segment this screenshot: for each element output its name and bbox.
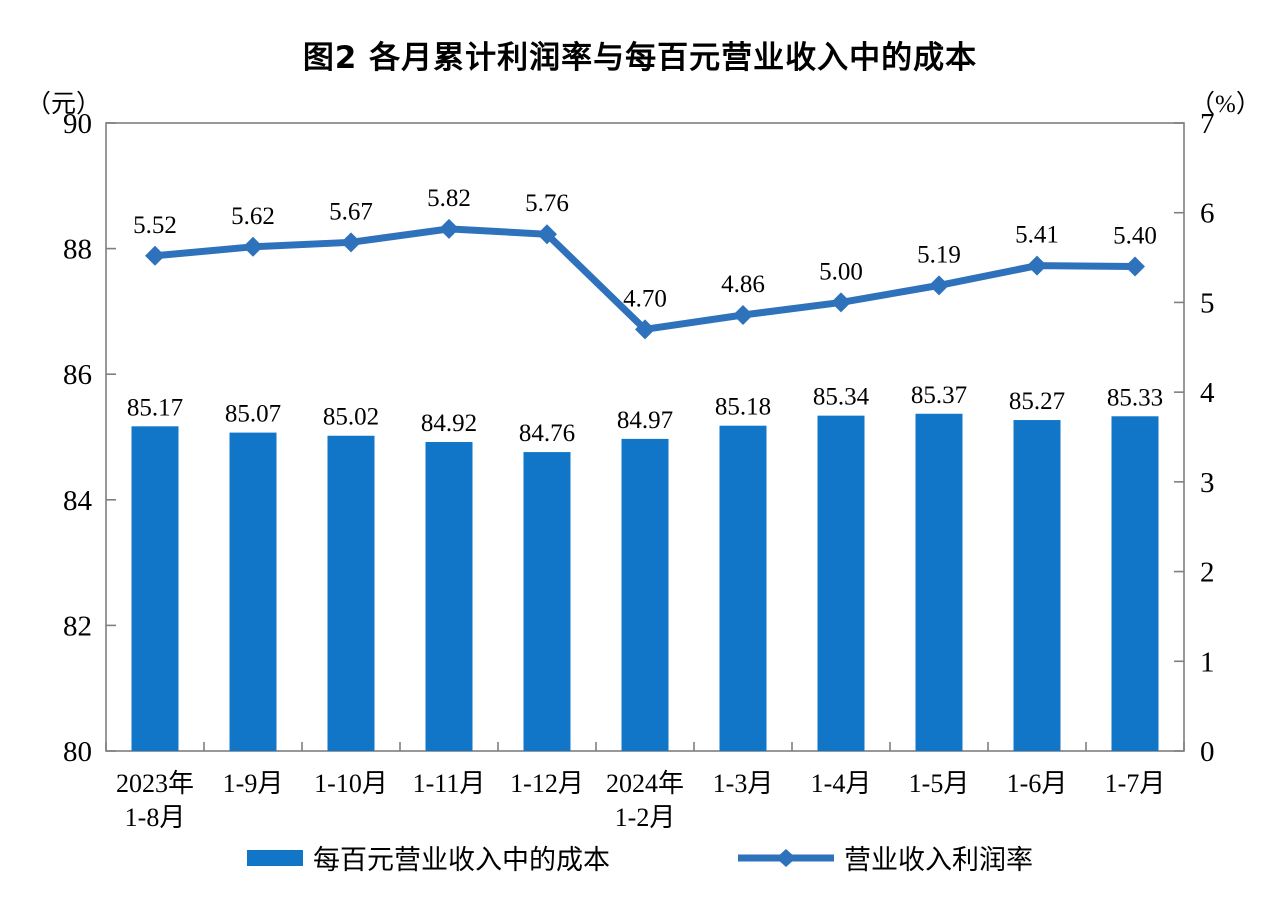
line-marker-diamond [243, 236, 263, 257]
line-marker-diamond [145, 245, 165, 266]
line-series-marker-icon [738, 848, 834, 867]
line-marker-diamond [635, 319, 655, 340]
right-axis-unit-label: （%） [1190, 91, 1261, 118]
chart-legend: 每百元营业收入中的成本 营业收入利润率 [0, 838, 1280, 877]
left-axis-tick-label: 88 [63, 234, 92, 266]
cost-bar [1013, 420, 1061, 751]
bar-series-label: 每百元营业收入中的成本 [313, 845, 610, 875]
bar-value-label: 85.33 [1107, 384, 1163, 411]
x-axis-label: 1-6月 [1007, 769, 1068, 798]
x-axis-label: 1-4月 [811, 769, 872, 798]
x-axis-label: 1-11月 [413, 769, 486, 798]
line-marker-diamond [341, 232, 361, 253]
x-axis-label: 1-12月 [510, 769, 584, 798]
x-axis-label: 2024年 1-2月 [606, 769, 684, 832]
cost-bar [1111, 416, 1159, 751]
line-marker-diamond [733, 304, 753, 325]
line-value-label: 5.41 [1015, 222, 1059, 249]
cost-bar [523, 452, 571, 751]
bar-value-label: 85.27 [1009, 388, 1065, 415]
line-value-label: 5.19 [917, 241, 961, 268]
bar-value-label: 84.92 [421, 410, 477, 437]
line-value-label: 4.70 [623, 285, 667, 312]
right-axis-tick-label: 6 [1200, 198, 1215, 230]
legend-item-profit-rate: 营业收入利润率 [738, 838, 1033, 877]
legend-line-diamond [776, 848, 796, 867]
cost-bar [621, 438, 669, 751]
line-marker-diamond [1125, 256, 1145, 277]
line-value-label: 5.82 [427, 185, 471, 212]
left-axis-tick-label: 90 [63, 108, 92, 140]
left-axis-tick-label: 82 [63, 610, 92, 642]
right-axis-tick-label: 3 [1200, 467, 1215, 499]
line-marker-diamond [439, 218, 459, 239]
line-value-label: 4.86 [721, 271, 765, 298]
cost-bar [817, 415, 865, 751]
line-value-label: 5.67 [329, 198, 373, 225]
bar-value-label: 85.34 [813, 384, 870, 411]
line-marker-diamond [537, 224, 557, 245]
bar-value-label: 85.37 [911, 382, 967, 409]
cost-bar [425, 442, 473, 751]
bar-value-label: 85.02 [323, 404, 379, 431]
bar-value-label: 84.97 [617, 407, 673, 434]
line-value-label: 5.00 [819, 258, 863, 285]
cost-bar [719, 425, 767, 751]
cost-bar [131, 426, 179, 751]
legend-item-cost: 每百元营业收入中的成本 [247, 838, 610, 877]
line-marker-diamond [831, 292, 851, 313]
left-axis-tick-label: 80 [63, 736, 92, 768]
x-axis-label: 1-10月 [314, 769, 388, 798]
chart-title: 图2 各月累计利润率与每百元营业收入中的成本 [302, 40, 978, 76]
bar-value-label: 85.18 [715, 394, 771, 421]
line-marker-diamond [1027, 255, 1047, 276]
bar-value-label: 84.76 [519, 420, 575, 447]
x-axis-label: 1-9月 [223, 769, 284, 798]
bar-value-label: 85.17 [127, 394, 183, 421]
x-axis-label: 1-3月 [713, 769, 774, 798]
right-axis-tick-label: 2 [1200, 557, 1215, 589]
line-value-label: 5.76 [525, 190, 569, 217]
left-axis-unit-label: （元） [26, 91, 102, 118]
profit-rate-line [154, 225, 1136, 334]
left-axis-tick-label: 86 [63, 359, 92, 391]
line-value-label: 5.62 [231, 203, 275, 230]
cost-bar [915, 413, 963, 751]
right-axis-tick-label: 0 [1200, 736, 1215, 768]
line-marker-diamond [929, 275, 949, 296]
x-axis-label: 1-7月 [1105, 769, 1166, 798]
right-axis-tick-label: 1 [1200, 646, 1215, 678]
x-axis-label: 2023年 1-8月 [116, 769, 194, 832]
cost-bar [327, 435, 375, 751]
right-axis-tick-label: 7 [1200, 108, 1215, 140]
right-axis-tick-label: 5 [1200, 287, 1215, 319]
line-value-label: 5.52 [133, 212, 177, 239]
line-value-label: 5.40 [1113, 223, 1157, 250]
right-axis-tick-label: 4 [1200, 377, 1215, 409]
line-series-label: 营业收入利润率 [844, 845, 1033, 875]
x-axis-label: 1-5月 [909, 769, 970, 798]
cost-bar [229, 432, 277, 751]
bar-value-label: 85.07 [225, 401, 281, 428]
bar-series-swatch [247, 849, 303, 866]
left-axis-tick-label: 84 [63, 485, 93, 517]
